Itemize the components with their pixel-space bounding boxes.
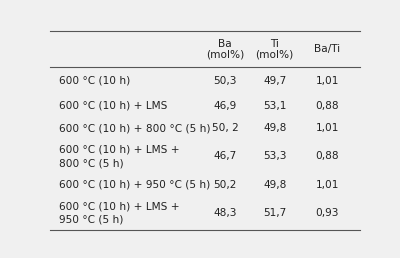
Text: 600 °C (10 h) + LMS: 600 °C (10 h) + LMS	[59, 101, 168, 110]
Text: Ba: Ba	[218, 39, 232, 49]
Text: 600 °C (10 h): 600 °C (10 h)	[59, 76, 130, 86]
Text: 49,8: 49,8	[263, 123, 286, 133]
Text: 600 °C (10 h) + 800 °C (5 h): 600 °C (10 h) + 800 °C (5 h)	[59, 123, 211, 133]
Text: 48,3: 48,3	[214, 208, 237, 218]
Text: (mol%): (mol%)	[206, 50, 244, 60]
Text: 53,1: 53,1	[263, 101, 286, 110]
Text: 50,3: 50,3	[214, 76, 237, 86]
Text: 600 °C (10 h) + 950 °C (5 h): 600 °C (10 h) + 950 °C (5 h)	[59, 180, 210, 190]
Text: 50,2: 50,2	[214, 180, 237, 190]
Text: 1,01: 1,01	[316, 180, 339, 190]
Text: 1,01: 1,01	[316, 123, 339, 133]
Text: Ba/Ti: Ba/Ti	[314, 44, 340, 54]
Text: 0,88: 0,88	[316, 101, 339, 110]
Text: 51,7: 51,7	[263, 208, 286, 218]
Text: 49,8: 49,8	[263, 180, 286, 190]
Text: 0,88: 0,88	[316, 151, 339, 162]
Text: Ti: Ti	[270, 39, 279, 49]
Text: 50, 2: 50, 2	[212, 123, 238, 133]
Text: 1,01: 1,01	[316, 76, 339, 86]
Text: 53,3: 53,3	[263, 151, 286, 162]
Text: 600 °C (10 h) + LMS +
950 °C (5 h): 600 °C (10 h) + LMS + 950 °C (5 h)	[59, 201, 180, 224]
Text: 0,93: 0,93	[316, 208, 339, 218]
Text: 46,7: 46,7	[214, 151, 237, 162]
Text: 46,9: 46,9	[214, 101, 237, 110]
Text: 600 °C (10 h) + LMS +
800 °C (5 h): 600 °C (10 h) + LMS + 800 °C (5 h)	[59, 145, 180, 168]
Text: 49,7: 49,7	[263, 76, 286, 86]
Text: (mol%): (mol%)	[256, 50, 294, 60]
